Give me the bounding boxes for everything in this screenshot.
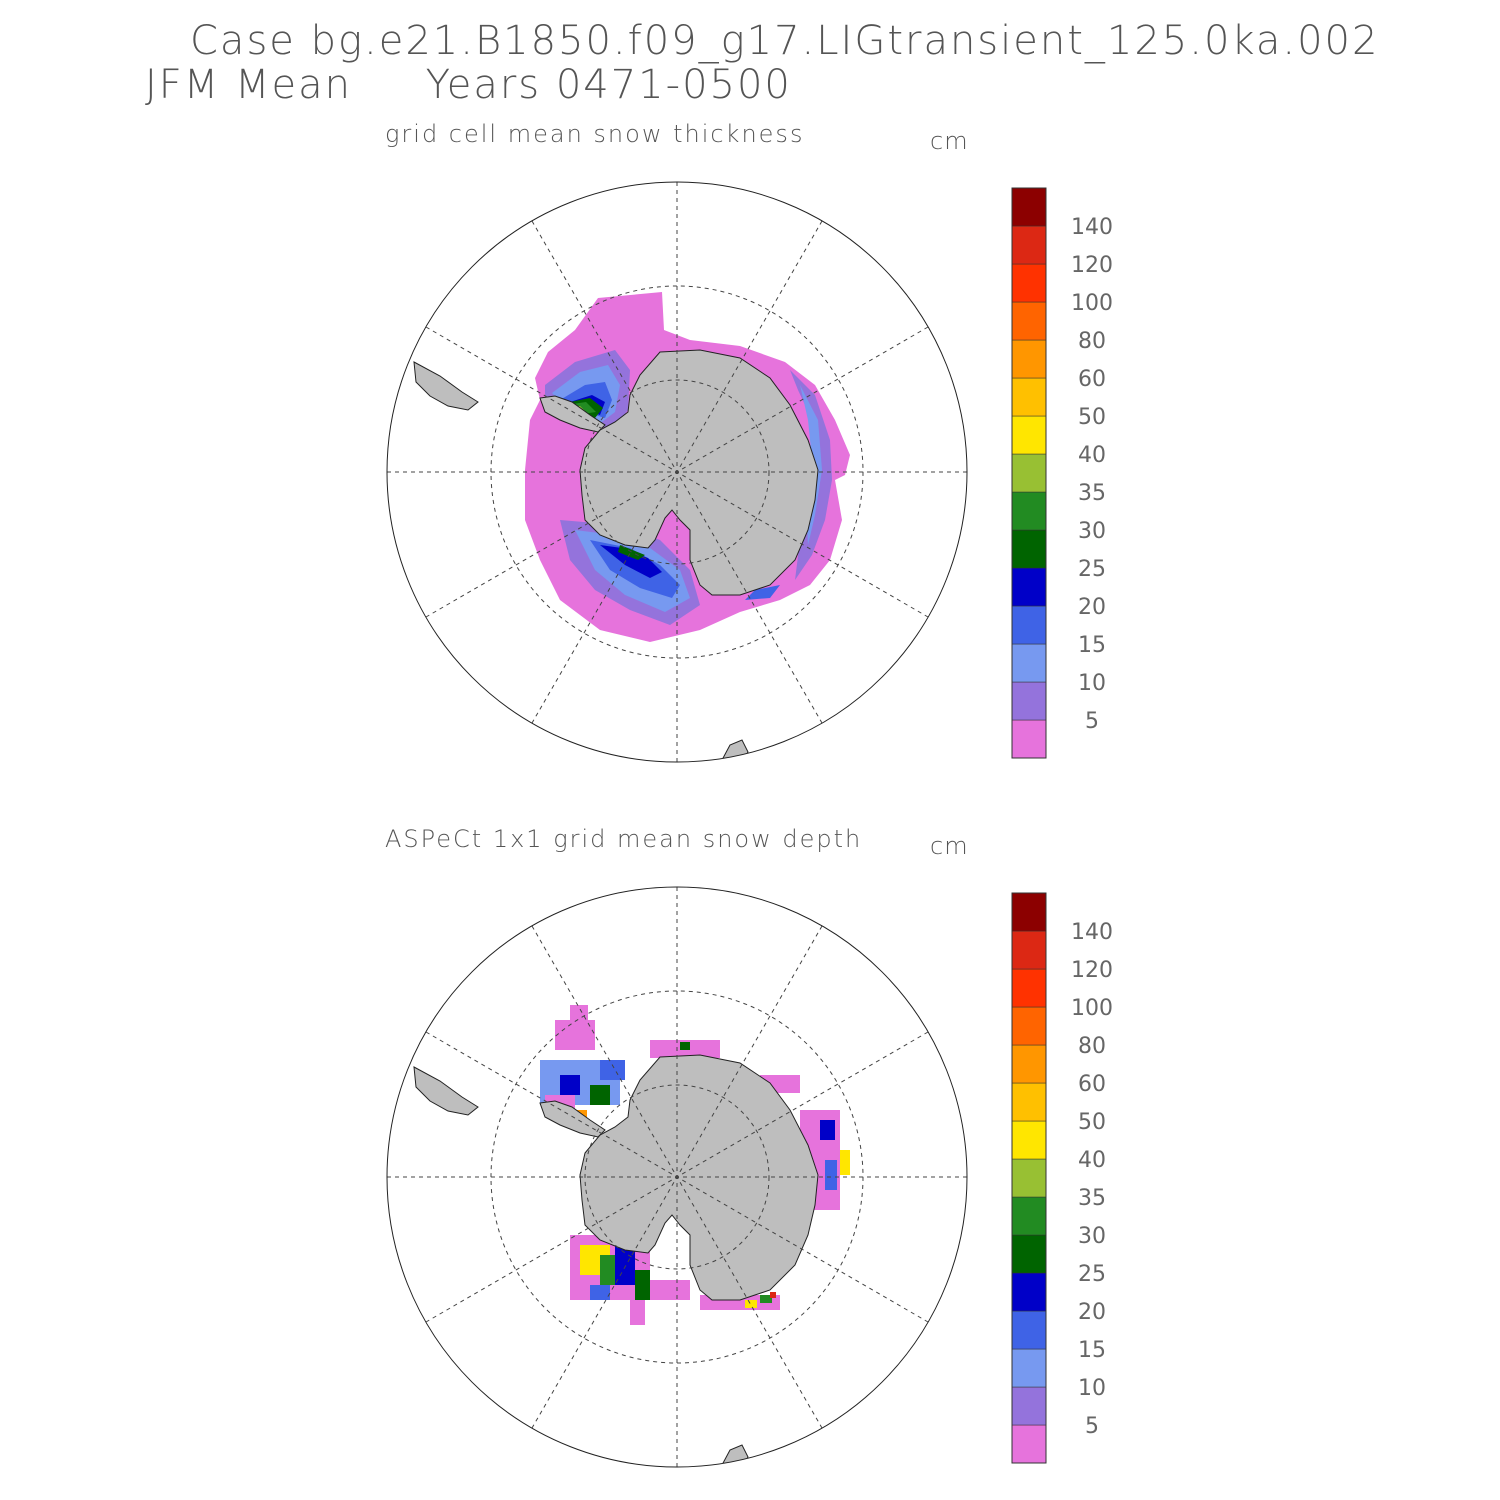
colorbar-2-swatch <box>1011 1120 1047 1160</box>
colorbar-1-label: 35 <box>1078 481 1106 506</box>
australia-edge <box>721 739 749 762</box>
australia-edge-2 <box>721 1444 749 1467</box>
colorbar-1-swatch <box>1011 719 1047 759</box>
colorbar-2-label: 120 <box>1071 958 1113 983</box>
colorbar-1-swatch <box>1011 377 1047 417</box>
colorbar-1-label: 20 <box>1078 595 1106 620</box>
colorbar-2-swatch <box>1011 1234 1047 1274</box>
colorbar-2: 5 10 15 20 25 30 35 40 50 60 80 100 120 140 <box>1011 892 1113 1464</box>
colorbar-2-label: 20 <box>1078 1300 1106 1325</box>
colorbar-1-swatch <box>1011 187 1047 227</box>
colorbar-2-swatch <box>1011 1158 1047 1198</box>
colorbar-1-label: 10 <box>1078 671 1106 696</box>
colorbar-1-label: 100 <box>1071 291 1113 316</box>
colorbar-2-swatch <box>1011 1424 1047 1464</box>
colorbar-2-label: 10 <box>1078 1376 1106 1401</box>
colorbar-1-label: 5 <box>1085 709 1099 734</box>
colorbar-1-swatch <box>1011 339 1047 379</box>
colorbar-2-swatch <box>1011 968 1047 1008</box>
colorbar-2-swatch <box>1011 1348 1047 1388</box>
colorbar-2-label: 30 <box>1078 1224 1106 1249</box>
colorbar-1-swatch <box>1011 491 1047 531</box>
graticule-2 <box>387 887 967 1467</box>
south-america-tip-2 <box>413 1066 479 1116</box>
colorbar-1-label: 120 <box>1071 253 1113 278</box>
colorbar-1-swatch <box>1011 643 1047 683</box>
map-border <box>386 181 968 763</box>
colorbar-2-swatch <box>1011 1082 1047 1122</box>
colorbar-2-swatch <box>1011 930 1047 970</box>
map-border-2 <box>386 886 968 1468</box>
colorbar-2-label: 5 <box>1085 1414 1099 1439</box>
colorbar-1-label: 80 <box>1078 329 1106 354</box>
colorbar-1-label: 30 <box>1078 519 1106 544</box>
panel2-title: ASPeCt 1x1 grid mean snow depth <box>385 825 863 853</box>
colorbar-1-swatch <box>1011 529 1047 569</box>
colorbar-1-swatch <box>1011 681 1047 721</box>
colorbar-1-label: 25 <box>1078 557 1106 582</box>
colorbar-2-label: 25 <box>1078 1262 1106 1287</box>
colorbar-2-swatch <box>1011 1044 1047 1084</box>
colorbar-1-label: 50 <box>1078 405 1106 430</box>
colorbar-2-swatch <box>1011 1006 1047 1046</box>
colorbar-1-label: 60 <box>1078 367 1106 392</box>
colorbar-2-swatch <box>1011 1272 1047 1312</box>
colorbar-2-label: 35 <box>1078 1186 1106 1211</box>
colorbar-1-swatch <box>1011 301 1047 341</box>
colorbar-1-swatch <box>1011 263 1047 303</box>
south-america-tip <box>413 361 479 411</box>
colorbar-1-swatch <box>1011 605 1047 645</box>
colorbar-2-label: 15 <box>1078 1338 1106 1363</box>
colorbar-2-swatch <box>1011 1386 1047 1426</box>
colorbar-2-swatch <box>1011 1310 1047 1350</box>
colorbar-2-frame <box>1011 892 1047 1464</box>
panel1-title: grid cell mean snow thickness <box>385 120 805 148</box>
colorbar-1-frame <box>1011 187 1047 759</box>
period-title: JFM Mean Years 0471-0500 <box>145 62 792 108</box>
map-panel-aspect <box>386 886 968 1468</box>
colorbar-2-label: 80 <box>1078 1034 1106 1059</box>
case-title: Case bg.e21.B1850.f09_g17.LIGtransient_1… <box>190 18 1380 64</box>
aspect-observations <box>540 1005 850 1325</box>
colorbar-1-label: 140 <box>1071 215 1113 240</box>
colorbar-1-swatch <box>1011 567 1047 607</box>
colorbar-1-swatch <box>1011 415 1047 455</box>
graticule <box>387 182 967 762</box>
colorbar-2-label: 50 <box>1078 1110 1106 1135</box>
ice-extent-20cm <box>560 382 780 600</box>
colorbar-2-label: 100 <box>1071 996 1113 1021</box>
colorbar-2-swatch <box>1011 1196 1047 1236</box>
colorbar-1: 5 10 15 20 25 30 35 40 50 60 80 100 120 140 <box>1011 187 1113 759</box>
colorbar-1-swatch <box>1011 453 1047 493</box>
colorbar-2-label: 60 <box>1078 1072 1106 1097</box>
colorbar-2-swatch <box>1011 892 1047 932</box>
colorbar-1-label: 40 <box>1078 443 1106 468</box>
colorbar-2-label: 40 <box>1078 1148 1106 1173</box>
colorbar-1-swatch <box>1011 225 1047 265</box>
panel1-unit: cm <box>930 127 969 155</box>
map-panel-model <box>386 181 968 763</box>
colorbar-1-label: 15 <box>1078 633 1106 658</box>
colorbar-2-label: 140 <box>1071 920 1113 945</box>
panel2-unit: cm <box>930 832 969 860</box>
